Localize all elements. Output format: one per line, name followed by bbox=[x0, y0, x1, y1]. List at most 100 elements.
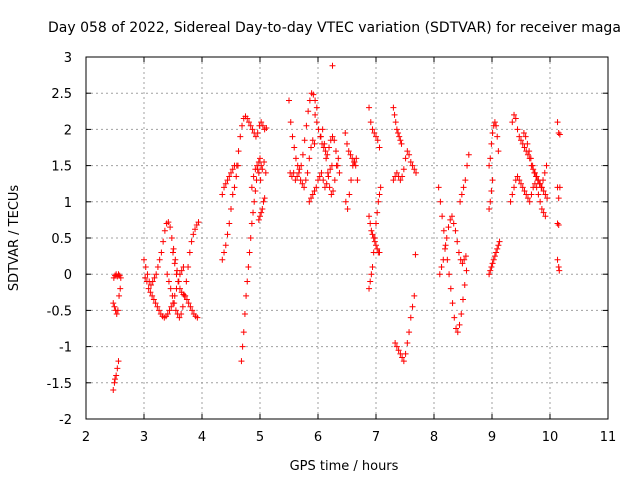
series-seg-8.5 bbox=[457, 151, 472, 205]
data-point bbox=[329, 133, 336, 140]
data-point bbox=[329, 62, 336, 69]
data-point bbox=[151, 274, 158, 281]
series-seg-2.5a bbox=[110, 271, 124, 281]
data-point bbox=[326, 144, 333, 151]
data-point bbox=[252, 166, 259, 173]
data-point bbox=[228, 206, 234, 213]
data-point bbox=[488, 187, 495, 194]
data-point bbox=[255, 169, 262, 176]
data-point bbox=[335, 155, 342, 162]
data-point bbox=[311, 187, 318, 194]
data-point bbox=[111, 379, 118, 386]
data-point bbox=[541, 169, 548, 176]
data-point bbox=[351, 158, 358, 165]
data-point bbox=[250, 209, 257, 216]
data-point bbox=[167, 224, 174, 231]
data-point bbox=[178, 311, 185, 318]
data-point bbox=[393, 343, 400, 350]
data-point bbox=[442, 242, 449, 249]
data-point bbox=[489, 177, 496, 184]
data-point bbox=[493, 249, 500, 256]
data-point bbox=[313, 104, 320, 111]
data-point bbox=[514, 173, 521, 180]
data-point bbox=[292, 177, 299, 184]
data-point bbox=[520, 130, 527, 137]
data-point bbox=[169, 292, 176, 299]
data-point bbox=[555, 221, 562, 228]
data-point bbox=[221, 184, 228, 191]
data-point bbox=[311, 140, 318, 147]
data-point bbox=[493, 122, 500, 129]
x-tick-label: 3 bbox=[140, 430, 148, 445]
data-point bbox=[319, 126, 326, 133]
data-point bbox=[170, 245, 177, 252]
data-point bbox=[117, 285, 124, 292]
series-outlier-6.25 bbox=[329, 62, 336, 69]
data-point bbox=[306, 97, 313, 104]
data-point bbox=[320, 177, 327, 184]
data-point bbox=[112, 376, 118, 383]
data-point bbox=[168, 303, 175, 310]
data-point bbox=[395, 130, 402, 137]
x-tick-label: 9 bbox=[488, 430, 496, 445]
data-point bbox=[260, 198, 267, 205]
data-point bbox=[398, 140, 405, 147]
data-point bbox=[556, 267, 563, 274]
data-point bbox=[436, 271, 443, 278]
data-point bbox=[114, 307, 121, 314]
series-seg-10.1c bbox=[554, 220, 562, 228]
data-point bbox=[298, 162, 305, 169]
data-point bbox=[176, 285, 183, 292]
data-point bbox=[376, 249, 383, 256]
data-point bbox=[377, 184, 384, 191]
series-seg-8.1 bbox=[435, 184, 470, 336]
y-tick-label: 0 bbox=[64, 268, 72, 283]
data-point bbox=[374, 137, 381, 144]
x-tick-label: 4 bbox=[198, 430, 206, 445]
data-point bbox=[224, 231, 231, 238]
data-point bbox=[250, 173, 257, 180]
data-point bbox=[304, 169, 311, 176]
data-point bbox=[395, 347, 402, 354]
data-point bbox=[324, 151, 331, 158]
data-point bbox=[115, 358, 122, 365]
series-seg-9.0c bbox=[486, 177, 496, 213]
data-point bbox=[175, 278, 182, 285]
data-point bbox=[192, 226, 199, 233]
data-point bbox=[160, 238, 167, 245]
data-point bbox=[238, 358, 245, 365]
data-point bbox=[399, 354, 406, 361]
data-point bbox=[348, 177, 355, 184]
data-point bbox=[336, 169, 343, 176]
data-point bbox=[235, 148, 242, 155]
data-point bbox=[452, 227, 459, 234]
data-point bbox=[255, 158, 262, 165]
series-seg-10.1b bbox=[554, 184, 563, 202]
data-point bbox=[455, 249, 462, 256]
data-point bbox=[411, 292, 418, 299]
data-point bbox=[371, 130, 378, 137]
data-point bbox=[463, 267, 470, 274]
data-point bbox=[524, 140, 531, 147]
data-point bbox=[149, 292, 156, 299]
data-point bbox=[511, 111, 518, 118]
data-point bbox=[296, 166, 303, 173]
data-point bbox=[555, 263, 562, 270]
data-point bbox=[286, 97, 292, 104]
data-point bbox=[333, 162, 340, 169]
x-tick-label: 8 bbox=[430, 430, 438, 445]
data-point bbox=[147, 289, 154, 296]
data-point bbox=[458, 191, 465, 198]
data-point bbox=[113, 372, 120, 379]
data-point bbox=[164, 311, 171, 318]
data-point bbox=[518, 137, 524, 144]
data-point bbox=[309, 137, 316, 144]
data-point bbox=[487, 198, 494, 205]
data-point bbox=[183, 296, 190, 303]
data-point bbox=[243, 292, 250, 299]
data-point bbox=[312, 111, 319, 118]
data-point bbox=[462, 253, 469, 260]
y-tick-label: 2 bbox=[64, 123, 72, 138]
data-point bbox=[491, 119, 498, 126]
data-point bbox=[144, 271, 151, 278]
